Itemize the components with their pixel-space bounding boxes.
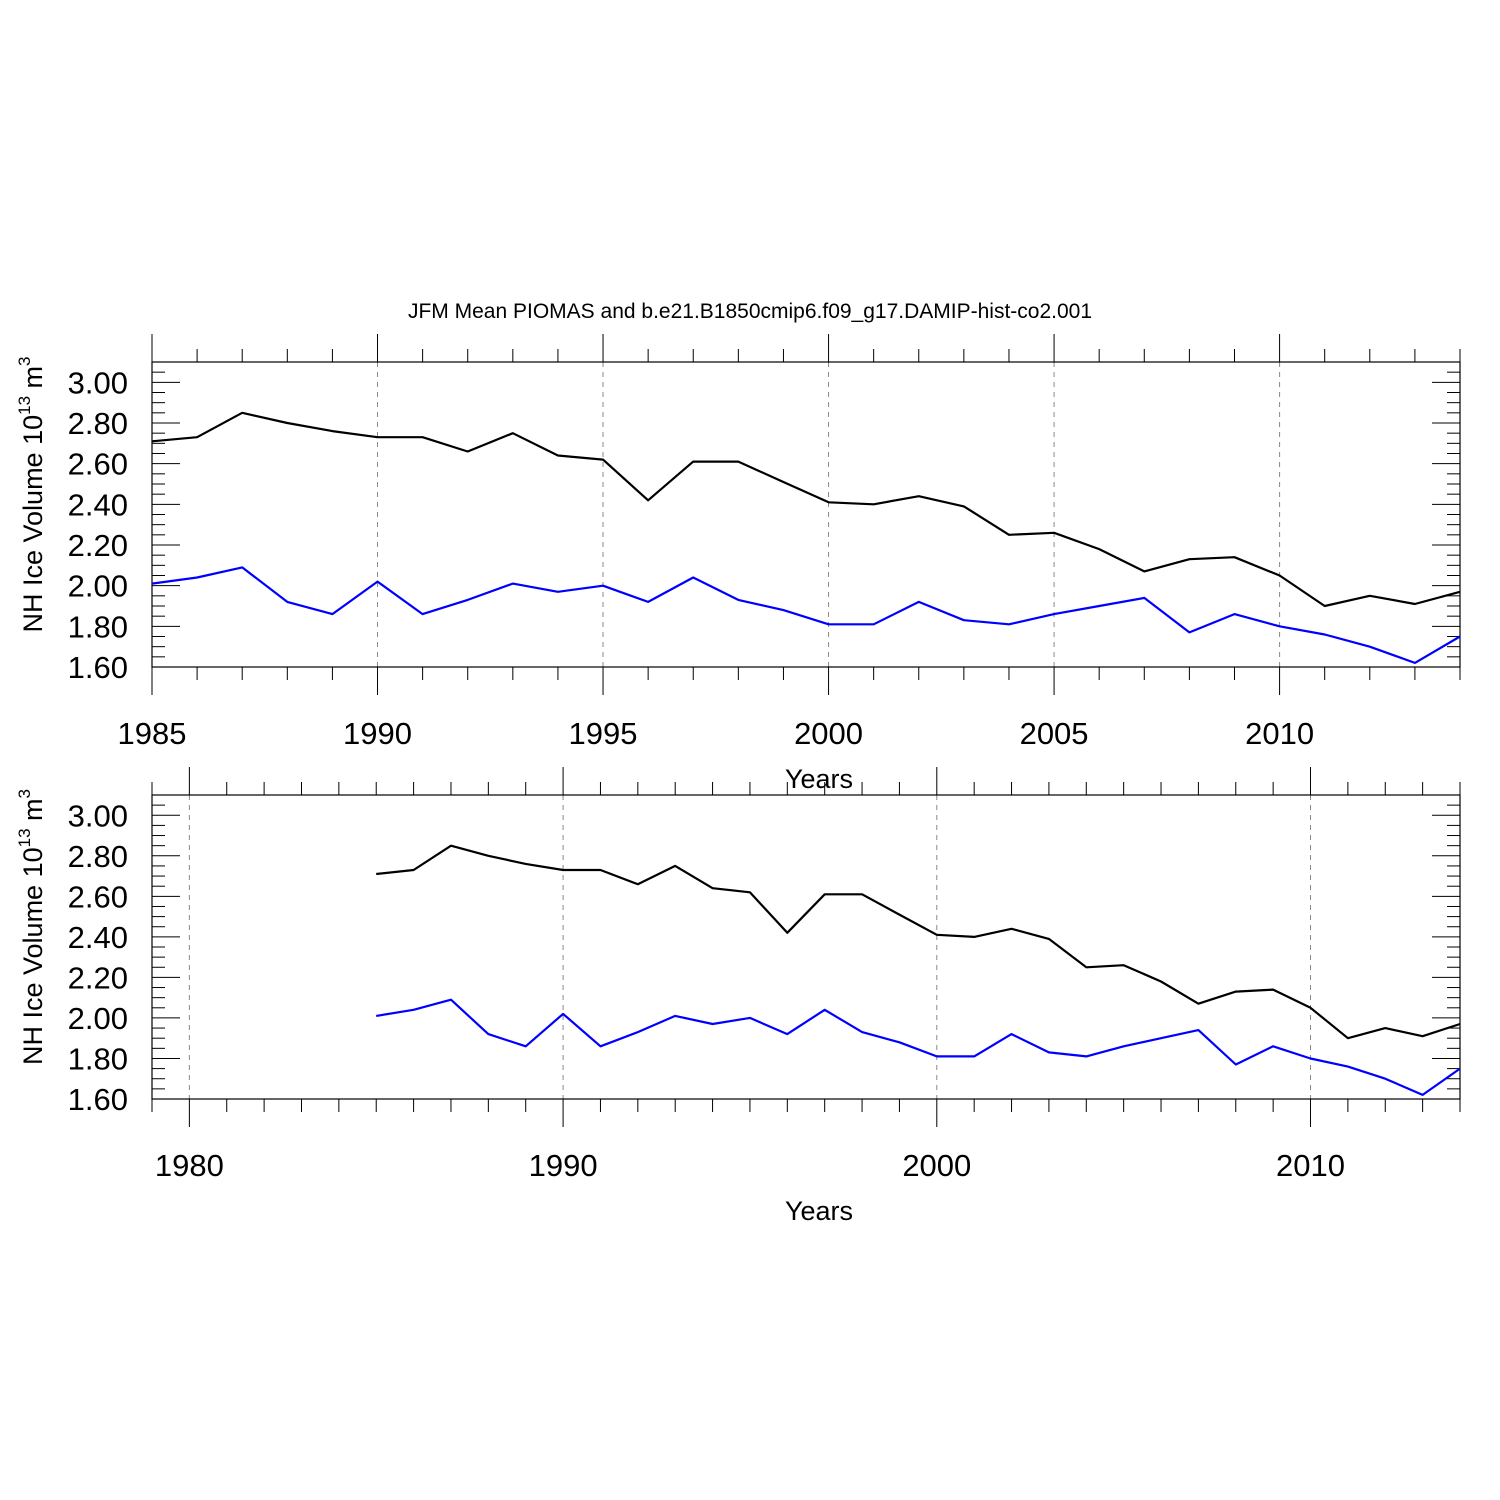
y-tick-label: 1.80 (68, 1041, 128, 1076)
series-line-piomas (376, 844, 1461, 1040)
chart-title: JFM Mean PIOMAS and b.e21.B1850cmip6.f09… (408, 300, 1092, 323)
y-tick-label: 1.80 (68, 609, 128, 644)
x-axis-title: Years (785, 764, 853, 794)
y-tick-label: 3.00 (68, 365, 128, 400)
y-tick-label: 2.20 (68, 960, 128, 995)
y-axis-title: NH Ice Volume 1013 m3 (15, 789, 48, 1065)
y-axis-title: NH Ice Volume 1013 m3 (15, 357, 48, 633)
y-tick-label: 2.00 (68, 1001, 128, 1036)
series-line-damip-hist-co2 (151, 566, 1461, 665)
x-axis-title: Years (785, 1196, 853, 1226)
y-tick-label: 3.00 (68, 798, 128, 833)
plot-frame (151, 794, 1461, 1100)
x-tick-label: 2005 (1020, 716, 1089, 751)
y-tick-label: 1.60 (68, 1082, 128, 1117)
x-tick-label: 1995 (569, 716, 638, 751)
y-tick-label: 2.40 (68, 920, 128, 955)
y-tick-label: 2.80 (68, 406, 128, 441)
y-tick-label: 2.60 (68, 447, 128, 482)
plot-frame (151, 361, 1461, 668)
y-tick-label: 2.80 (68, 839, 128, 874)
x-tick-label: 1990 (343, 716, 412, 751)
x-tick-label: 1985 (118, 716, 187, 751)
x-tick-label: 2010 (1245, 716, 1314, 751)
x-tick-label: 1980 (155, 1148, 224, 1183)
y-tick-label: 1.60 (68, 650, 128, 685)
y-tick-label: 2.60 (68, 879, 128, 914)
x-tick-label: 2000 (902, 1148, 971, 1183)
y-tick-label: 2.00 (68, 569, 128, 604)
x-tick-label: 1990 (529, 1148, 598, 1183)
x-tick-label: 2000 (794, 716, 863, 751)
y-tick-label: 2.20 (68, 528, 128, 563)
series-line-damip-hist-co2 (376, 998, 1461, 1097)
y-tick-label: 2.40 (68, 487, 128, 522)
panel-2: 1.60 1.80 2.00 2.20 2.40 2.60 2.80 3.00 1980 1990… (15, 767, 1461, 1226)
panels: 1.60 1.80 2.00 2.20 2.40 2.60 2.80 3.00 1985 1990… (15, 334, 1461, 1226)
panel-1: 1.60 1.80 2.00 2.20 2.40 2.60 2.80 3.00 1985 1990… (15, 334, 1461, 794)
series-line-piomas (151, 411, 1461, 608)
x-tick-label: 2010 (1276, 1148, 1345, 1183)
